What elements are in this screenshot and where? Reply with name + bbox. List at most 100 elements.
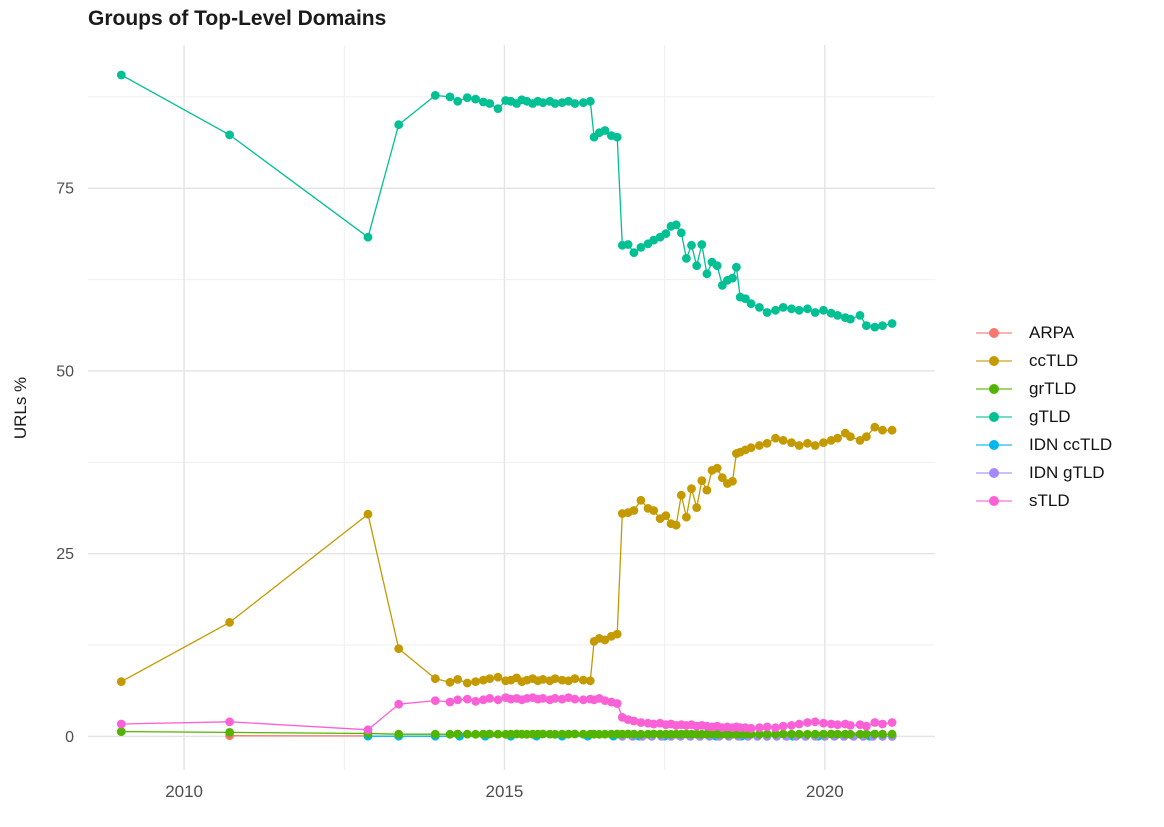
gtld-point (612, 132, 622, 142)
cctld-point (538, 675, 548, 684)
gtld-point (485, 99, 495, 108)
gtld-point (870, 322, 880, 332)
legend-item-label: IDN gTLD (1029, 463, 1105, 482)
y-tick-label: 75 (56, 181, 74, 198)
cctld-point (717, 473, 727, 483)
grtld-point (803, 729, 812, 739)
legend-item-cctld: ccTLD (975, 347, 1112, 375)
gtld-point (462, 93, 472, 102)
cctld-point (676, 490, 686, 500)
gtld-point (855, 311, 865, 320)
cctld-point (887, 425, 897, 435)
gtld-point (878, 321, 887, 330)
cctld-point (778, 436, 788, 445)
cctld-point (485, 674, 495, 683)
cctld-point (636, 495, 646, 505)
cctld-point (462, 678, 472, 688)
grtld-point (870, 729, 880, 739)
gtld-point (692, 261, 702, 271)
gtld-point (762, 308, 772, 317)
stld-point (787, 721, 796, 730)
grtld-point (462, 729, 472, 739)
cctld-point (671, 520, 681, 530)
cctld-point (629, 506, 639, 515)
stld-point (550, 694, 560, 703)
legend: ARPA ccTLD grTLD gTLD IDN ccTLD IDN gTLD sTLD (975, 319, 1112, 515)
grtld-point (550, 729, 560, 739)
legend-key-icon (976, 384, 1012, 394)
grtld-point (629, 729, 639, 739)
gtld-point (819, 305, 828, 315)
stld-point (762, 722, 772, 732)
legend-item-label: sTLD (1029, 491, 1070, 510)
stld-point (394, 699, 404, 709)
cctld-point (787, 438, 796, 447)
gtld-point (538, 98, 548, 108)
stld-point (485, 694, 495, 703)
cctld-point (363, 509, 373, 519)
legend-key-icon (976, 328, 1012, 338)
cctld-point (471, 677, 480, 686)
gtld-line (120, 74, 893, 328)
grtld-point (771, 729, 780, 739)
cctld-point (794, 441, 804, 450)
grtld-point (794, 729, 804, 739)
legend-item-grtld: grTLD (975, 375, 1112, 403)
cctld-point (612, 629, 622, 639)
stld-point (629, 716, 639, 726)
legend-key-icon (976, 412, 1012, 422)
stld-point (887, 718, 897, 727)
legend-key-icon (976, 356, 1012, 366)
cctld-point (225, 618, 235, 627)
gtld-point (833, 311, 842, 320)
gtld-point (430, 91, 440, 100)
grtld-point (557, 729, 567, 739)
gtld-point (636, 243, 646, 252)
cctld-point (585, 676, 595, 686)
cctld-point (862, 432, 871, 442)
stld-point (578, 695, 588, 705)
gtld-point (746, 299, 756, 309)
cctld-point (771, 433, 780, 443)
gtld-point (661, 229, 671, 239)
grtld-point (394, 729, 404, 739)
gtld-point (671, 220, 681, 230)
gtld-point (578, 98, 588, 108)
gtld-point (803, 304, 812, 314)
grtld-point (855, 729, 865, 739)
stld-point (649, 719, 659, 729)
stld-point (826, 719, 836, 729)
grtld-point (878, 729, 887, 739)
stld-point (746, 723, 756, 733)
legend-item-idn-gtld: IDN gTLD (975, 459, 1112, 487)
series-stld (116, 693, 897, 735)
stld-point (778, 721, 788, 731)
grtld-point (787, 729, 796, 739)
y-axis-tick-labels: 0 25 50 75 (56, 181, 74, 746)
stld-point (803, 718, 812, 727)
cctld-point (116, 677, 126, 686)
grtld-point (833, 729, 842, 739)
stld-point (755, 723, 764, 732)
cctld-point (870, 422, 880, 432)
x-tick-label: 2010 (165, 782, 203, 801)
cctld-point (453, 675, 463, 684)
gtld-point (453, 96, 463, 106)
grtld-point (564, 729, 573, 739)
gtld-point (471, 94, 480, 104)
gtld-point (600, 126, 610, 135)
grtld-point (819, 729, 828, 739)
legend-item-gtld: gTLD (975, 403, 1112, 431)
cctld-point (755, 441, 764, 450)
stld-point (878, 719, 887, 729)
cctld-point (687, 484, 696, 493)
grtld-point (570, 729, 580, 739)
cctld-point (855, 436, 865, 445)
legend-item-label: ccTLD (1029, 351, 1079, 370)
grtld-point (778, 729, 788, 739)
gridlines-major (88, 45, 935, 770)
cctld-point (819, 438, 828, 447)
x-axis-tick-labels: 2010 2015 2020 (165, 782, 844, 801)
grtld-point (600, 729, 610, 739)
cctld-point (394, 644, 404, 654)
